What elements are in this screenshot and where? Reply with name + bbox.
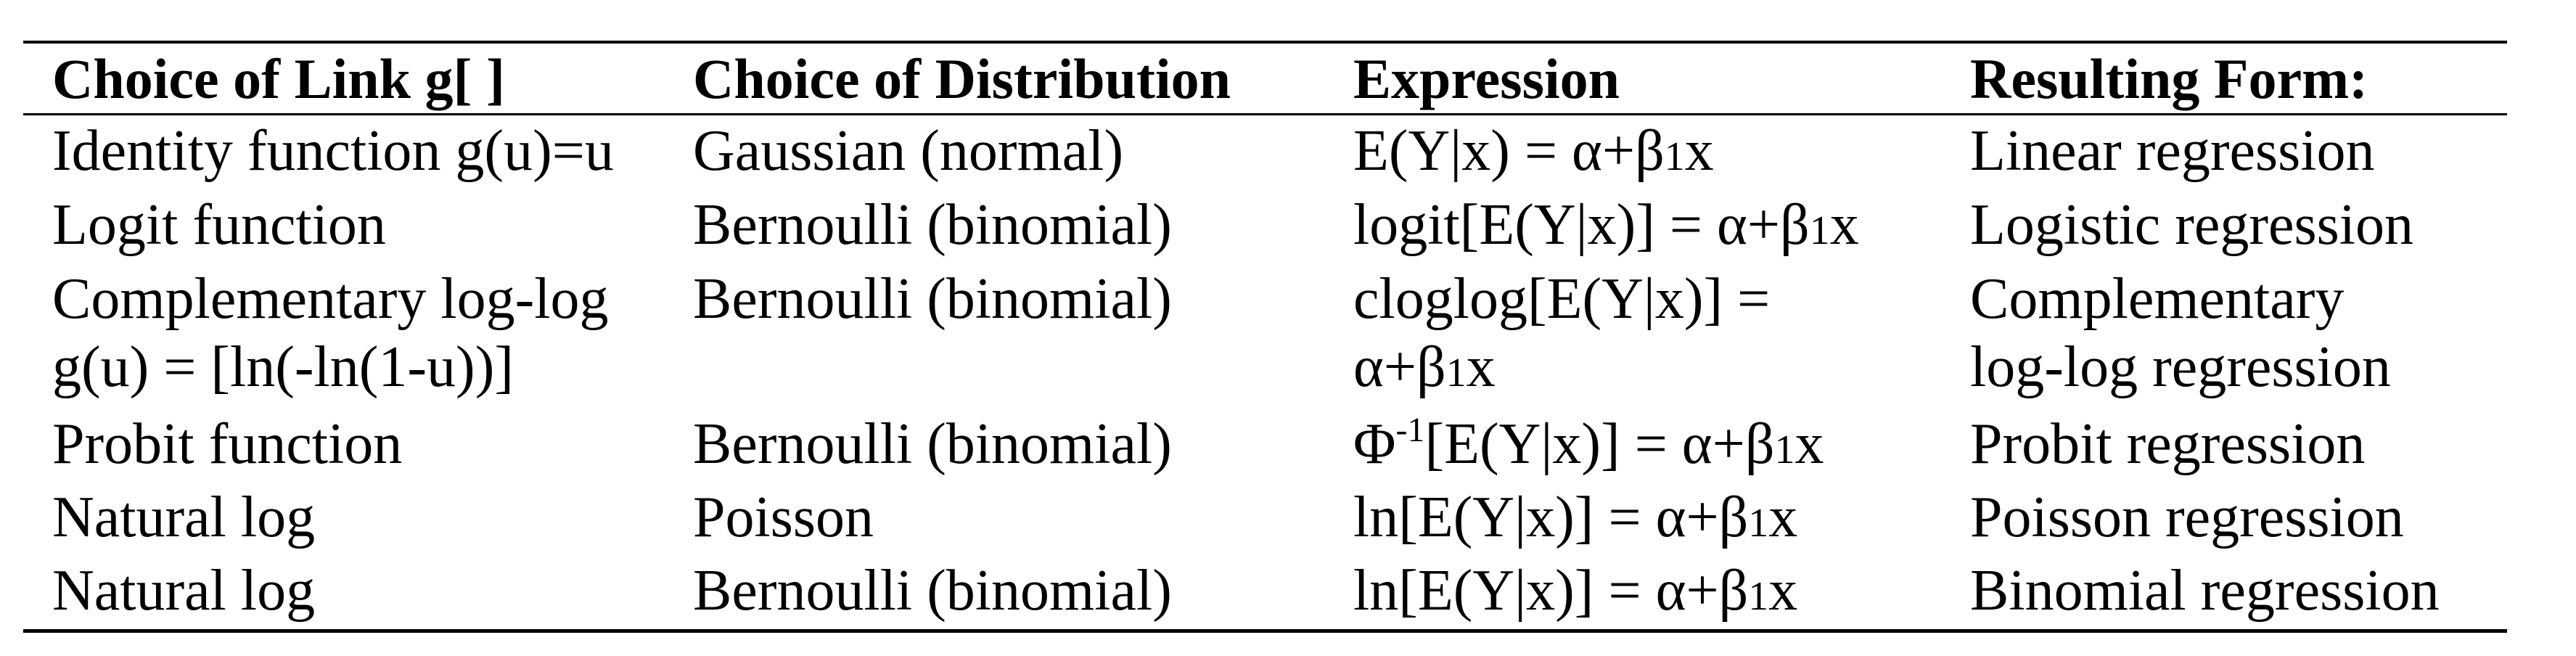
row4-expression-main: [E(Y|x)] = α+β bbox=[1424, 412, 1775, 476]
row4-expression-superscript: -1 bbox=[1395, 411, 1425, 449]
row1-distribution: Gaussian (normal) bbox=[693, 119, 1124, 183]
header-distribution: Choice of Distribution bbox=[693, 47, 1231, 110]
row3-link-line1: Complementary log-log bbox=[52, 267, 609, 331]
table-top-rule bbox=[23, 41, 2507, 44]
row3-resulting-form-line1: Complementary bbox=[1970, 267, 2345, 331]
row6-expression-tail: x bbox=[1768, 559, 1798, 623]
row1-expression-tail: x bbox=[1684, 119, 1714, 183]
row2-link: Logit function bbox=[52, 193, 386, 257]
row6-distribution: Bernoulli (binomial) bbox=[693, 559, 1172, 623]
row6-expression-main: ln[E(Y|x)] = α+β bbox=[1353, 559, 1749, 623]
row3-expression-tail: x bbox=[1466, 335, 1496, 399]
row6-link: Natural log bbox=[52, 559, 316, 623]
row3-expression-main: α+β bbox=[1353, 335, 1446, 399]
row1-resulting-form: Linear regression bbox=[1970, 119, 2375, 183]
row4-resulting-form: Probit regression bbox=[1970, 412, 2366, 476]
row1-link: Identity function g(u)=u bbox=[52, 119, 614, 183]
row2-expression-tail: x bbox=[1829, 193, 1859, 257]
row6-expression: ln[E(Y|x)] = α+β1x bbox=[1353, 562, 1797, 620]
table-bottom-rule bbox=[23, 629, 2507, 633]
row5-resulting-form: Poisson regression bbox=[1970, 485, 2404, 549]
row2-distribution: Bernoulli (binomial) bbox=[693, 193, 1172, 257]
header-expression: Expression bbox=[1353, 47, 1620, 110]
row3-distribution: Bernoulli (binomial) bbox=[693, 267, 1172, 331]
row6-resulting-form: Binomial regression bbox=[1970, 559, 2440, 623]
row1-expression-subscript: 1 bbox=[1664, 134, 1685, 179]
row3-resulting-form-line2: log-log regression bbox=[1970, 335, 2391, 399]
row6-expression-subscript: 1 bbox=[1748, 574, 1769, 619]
row4-expression: Φ-1[E(Y|x)] = α+β1x bbox=[1353, 412, 1824, 476]
row5-expression-main: ln[E(Y|x)] = α+β bbox=[1353, 485, 1749, 549]
row1-expression-main: E(Y|x) = α+β bbox=[1353, 119, 1665, 183]
row3-expression-subscript: 1 bbox=[1445, 350, 1467, 395]
row3-expression-line2: α+β1x bbox=[1353, 338, 1496, 396]
row5-distribution: Poisson bbox=[693, 485, 874, 549]
row5-link: Natural log bbox=[52, 485, 316, 549]
row1-expression: E(Y|x) = α+β1x bbox=[1353, 122, 1714, 180]
row4-expression-subscript: 1 bbox=[1774, 427, 1795, 472]
row3-expression-line1: cloglog[E(Y|x)] = bbox=[1353, 267, 1771, 331]
header-link: Choice of Link g[ ] bbox=[52, 47, 505, 110]
row2-resulting-form: Logistic regression bbox=[1970, 193, 2413, 257]
row4-expression-phi: Φ bbox=[1353, 412, 1396, 476]
row5-expression-subscript: 1 bbox=[1748, 501, 1769, 546]
table-header-rule bbox=[23, 113, 2507, 115]
row5-expression: ln[E(Y|x)] = α+β1x bbox=[1353, 488, 1797, 546]
header-resulting-form: Resulting Form: bbox=[1970, 47, 2368, 110]
row4-distribution: Bernoulli (binomial) bbox=[693, 412, 1172, 476]
row4-expression-tail: x bbox=[1794, 412, 1824, 476]
row2-expression-main: logit[E(Y|x)] = α+β bbox=[1353, 193, 1810, 257]
row2-expression-subscript: 1 bbox=[1809, 208, 1830, 253]
row2-expression: logit[E(Y|x)] = α+β1x bbox=[1353, 196, 1859, 254]
row4-link: Probit function bbox=[52, 412, 403, 476]
row3-link-line2: g(u) = [ln(-ln(1-u))] bbox=[52, 335, 514, 399]
row5-expression-tail: x bbox=[1768, 485, 1798, 549]
